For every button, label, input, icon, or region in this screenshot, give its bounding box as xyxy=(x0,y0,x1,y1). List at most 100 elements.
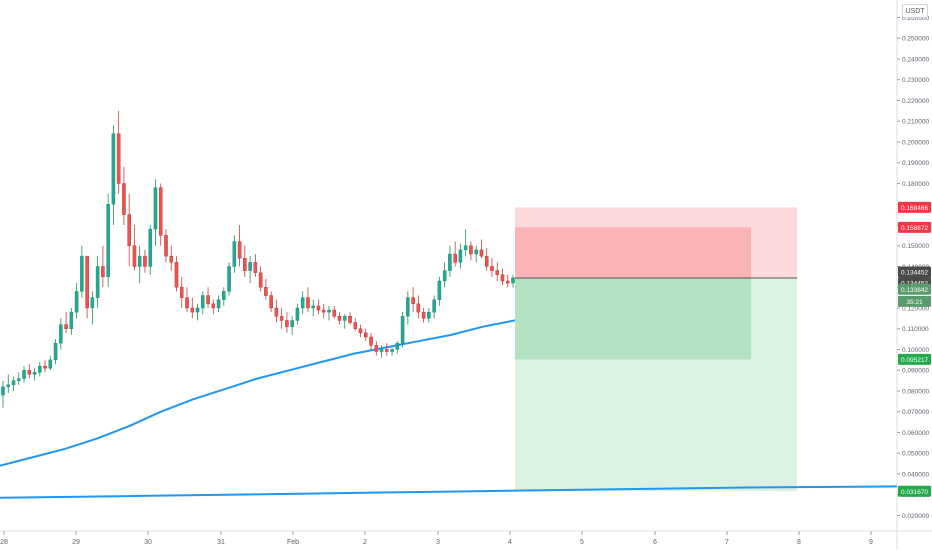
candle xyxy=(337,316,342,321)
price-label: 0.134452 xyxy=(901,269,928,276)
position-target-zone xyxy=(515,277,797,492)
candle xyxy=(490,266,494,271)
candle xyxy=(411,297,415,305)
candle xyxy=(137,255,142,267)
position-stop-zone xyxy=(515,227,751,278)
candle xyxy=(379,349,384,352)
candle xyxy=(195,307,200,313)
y-tick-label: 0.200000 xyxy=(902,139,929,146)
candle xyxy=(143,255,147,267)
candle xyxy=(206,295,210,305)
candle xyxy=(306,297,310,309)
x-tick-label: Feb xyxy=(287,539,299,546)
price-label: 0.168466 xyxy=(901,205,928,212)
candle xyxy=(437,280,442,300)
candle xyxy=(463,245,468,251)
price-label: 0.158872 xyxy=(901,225,928,232)
candle xyxy=(432,299,436,313)
price-label: 0.031670 xyxy=(901,489,928,496)
candle xyxy=(190,307,195,313)
candle xyxy=(38,365,42,373)
y-tick-label: 0.110000 xyxy=(902,326,929,333)
x-tick-label: 3 xyxy=(436,539,440,546)
y-tick-label: 0.250000 xyxy=(902,36,929,43)
x-tick-label: 5 xyxy=(580,539,584,546)
candle xyxy=(106,204,110,278)
candle xyxy=(385,349,389,352)
candle xyxy=(274,307,279,317)
candle xyxy=(253,262,258,273)
y-tick-label: 0.240000 xyxy=(902,56,929,63)
candle xyxy=(11,380,16,385)
candle xyxy=(116,133,121,184)
y-tick-label: 0.050000 xyxy=(902,451,929,458)
candle xyxy=(101,266,105,278)
price-label-box xyxy=(898,283,931,295)
candle xyxy=(64,324,68,329)
candle xyxy=(364,332,368,338)
candle xyxy=(248,262,252,271)
x-tick-label: 2 xyxy=(363,539,367,546)
candle xyxy=(258,272,263,288)
y-tick-label: 0.100000 xyxy=(902,347,929,354)
candle xyxy=(74,291,79,313)
candle xyxy=(16,378,21,381)
candle xyxy=(90,297,95,309)
candle xyxy=(479,249,484,257)
candle xyxy=(332,309,337,317)
candle xyxy=(237,241,242,259)
candle xyxy=(511,277,515,284)
candle xyxy=(179,287,184,298)
candle xyxy=(353,322,358,329)
x-tick-label: 28 xyxy=(0,539,8,546)
candle xyxy=(111,133,116,205)
candle xyxy=(201,295,205,309)
candle xyxy=(1,386,5,396)
y-tick-label: 0.210000 xyxy=(902,119,929,126)
y-tick-label: 0.090000 xyxy=(902,368,929,375)
candle xyxy=(22,370,26,379)
candle xyxy=(122,183,126,215)
candle xyxy=(222,291,226,300)
position-target-zone xyxy=(515,277,751,360)
moving-average-line xyxy=(0,319,516,467)
price-label-box xyxy=(898,295,931,307)
candle xyxy=(327,309,331,313)
candle xyxy=(211,303,216,309)
y-tick-label: 0.080000 xyxy=(902,388,929,395)
price-label: 35:21 xyxy=(906,299,923,306)
candle xyxy=(53,343,58,361)
price-label-box xyxy=(898,201,931,213)
candle xyxy=(369,336,373,346)
candle xyxy=(484,255,489,267)
candle xyxy=(374,345,379,352)
price-label-box xyxy=(898,221,931,233)
candle xyxy=(406,297,410,317)
candle xyxy=(264,287,268,296)
candle xyxy=(148,228,152,267)
x-tick-label: 4 xyxy=(508,539,512,546)
candle xyxy=(500,274,505,282)
candle xyxy=(469,245,473,255)
candle xyxy=(174,262,179,288)
y-tick-label: 0.120000 xyxy=(902,305,929,312)
candle xyxy=(185,297,189,309)
candle xyxy=(158,187,163,236)
candle xyxy=(43,365,47,369)
candle xyxy=(59,324,63,344)
candle xyxy=(358,328,363,334)
candle xyxy=(269,295,273,309)
candle xyxy=(342,316,347,321)
price-label: 0.133842 xyxy=(901,287,928,294)
candle xyxy=(48,359,53,369)
y-tick-label: 0.070000 xyxy=(902,409,929,416)
candle xyxy=(32,372,37,375)
y-tick-label: 0.230000 xyxy=(902,77,929,84)
candle xyxy=(311,305,315,309)
candle xyxy=(132,245,137,267)
currency-selector[interactable]: USDT xyxy=(902,4,928,18)
x-tick-label: 31 xyxy=(217,539,225,546)
y-tick-label: 0.060000 xyxy=(902,430,929,437)
